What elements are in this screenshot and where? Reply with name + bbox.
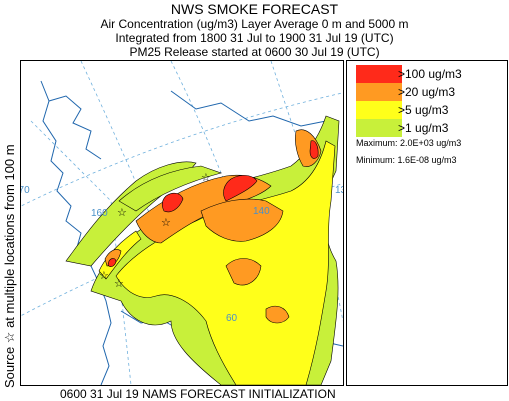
source-markers: ☆ ☆ ☆ ☆ ☆ bbox=[99, 172, 211, 290]
legend-swatch bbox=[356, 101, 402, 119]
legend-label: >1 ug/m3 bbox=[398, 121, 449, 135]
source-locations-label: Source ☆ at multiple locations from 100 … bbox=[2, 144, 17, 388]
legend-swatch bbox=[356, 83, 402, 101]
legend-maximum: Maximum: 2.0E+03 ug/m3 bbox=[356, 138, 462, 148]
source-marker-icon: ☆ bbox=[161, 217, 171, 229]
legend-minimum: Minimum: 1.6E-08 ug/m3 bbox=[356, 155, 457, 165]
source-marker-icon: ☆ bbox=[114, 278, 124, 290]
source-marker-icon: ☆ bbox=[201, 172, 211, 184]
smoke-map-svg: ☆ ☆ ☆ ☆ ☆ 170 160 140 130 60 bbox=[21, 61, 343, 385]
legend-swatch bbox=[356, 65, 402, 83]
longitude-label: 140 bbox=[253, 206, 270, 217]
smoke-map: ☆ ☆ ☆ ☆ ☆ 170 160 140 130 60 bbox=[20, 60, 344, 386]
longitude-label: 130 bbox=[335, 185, 343, 196]
legend-label: >5 ug/m3 bbox=[398, 103, 449, 117]
longitude-label: 160 bbox=[91, 208, 108, 219]
longitude-label: 170 bbox=[21, 185, 30, 196]
longitude-label: 60 bbox=[226, 313, 238, 324]
legend-item: >20 ug/m3 bbox=[356, 83, 506, 101]
contour-gt100 bbox=[107, 140, 319, 267]
legend-item: >1 ug/m3 bbox=[356, 119, 506, 137]
subtitle-integration-period: Integrated from 1800 31 Jul to 1900 31 J… bbox=[115, 31, 394, 45]
legend-label: >100 ug/m3 bbox=[398, 67, 462, 81]
legend: >100 ug/m3 >20 ug/m3 >5 ug/m3 >1 ug/m3 M… bbox=[346, 60, 508, 386]
legend-item: >100 ug/m3 bbox=[356, 65, 506, 83]
source-marker-icon: ☆ bbox=[99, 270, 109, 282]
source-marker-icon: ☆ bbox=[117, 207, 127, 219]
subtitle-release-start: PM25 Release started at 0600 30 Jul 19 (… bbox=[129, 45, 380, 59]
legend-swatch bbox=[356, 119, 402, 137]
map-title: NWS SMOKE FORECAST bbox=[170, 1, 339, 17]
forecast-initialization: 0600 31 Jul 19 NAMS FORECAST INITIALIZAT… bbox=[60, 387, 336, 401]
legend-label: >20 ug/m3 bbox=[398, 85, 456, 99]
subtitle-concentration: Air Concentration (ug/m3) Layer Average … bbox=[100, 17, 409, 31]
legend-item: >5 ug/m3 bbox=[356, 101, 506, 119]
